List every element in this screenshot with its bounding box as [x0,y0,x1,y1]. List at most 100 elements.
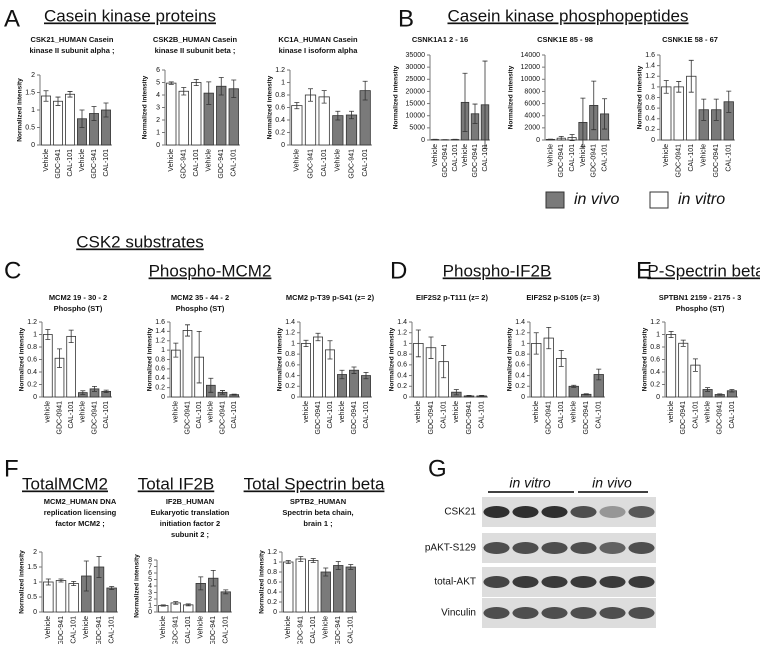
chart-title: Spectrin beta chain, [282,508,353,517]
bar [679,343,688,397]
y-tick-label: 2000 [524,125,540,132]
y-tick-label: 0.2 [285,383,295,390]
x-tick-label: GDC-941 [181,149,188,179]
blot-band [628,576,654,588]
y-axis-label: Normalized intensity [259,550,266,614]
y-tick-label: 7 [148,563,152,570]
panel-heading: Total Spectrin beta [244,474,385,493]
panel-heading: Total IF2B [138,474,215,493]
y-tick-label: 0.6 [267,579,277,586]
x-tick-label: GDC-0941 [442,144,449,178]
bar [65,94,74,145]
y-axis-label: Normalized intensity [134,554,141,618]
bar [309,561,319,613]
y-tick-label: 1 [31,107,35,114]
y-tick-label: 0.6 [515,362,525,369]
y-tick-label: 0.4 [155,375,165,382]
x-tick-label: vehicle [208,401,215,423]
y-tick-label: 1 [33,579,37,586]
y-tick-label: 4 [156,92,160,99]
y-tick-label: 1.2 [155,338,165,345]
y-tick-label: 0.2 [645,126,655,133]
bar [319,97,329,145]
y-tick-label: 30000 [406,64,426,71]
x-tick-label: vehicle [45,401,52,423]
x-tick-label: GDC-0941 [219,401,226,435]
x-tick-label: CAL-101 [231,149,238,177]
y-tick-label: 8 [148,557,152,564]
blot-band [512,576,538,588]
y-tick-label: 0 [161,394,165,401]
y-tick-label: 0.2 [515,383,525,390]
x-tick-label: CAL-101 [363,401,370,429]
y-tick-label: 0.4 [267,589,277,596]
y-tick-label: 0.2 [397,383,407,390]
bar [284,562,294,612]
x-tick-label: GDC-0941 [428,401,435,435]
chart-title: EIF2S2 p-S105 (z= 3) [526,293,600,302]
bar [183,330,192,397]
blot-band [599,607,625,619]
bar [349,370,358,397]
y-tick-label: 0.6 [155,366,165,373]
panel-heading: Phospho-IF2B [443,261,552,280]
bar [346,567,356,612]
x-tick-label: Vehicle [285,616,292,639]
blot-band [483,506,509,518]
chart-title: CSNK1E 58 - 67 [662,35,718,44]
y-tick-label: 0 [421,137,425,144]
bar [662,87,672,140]
blot-band [541,542,567,554]
x-tick-label: GDC-0941 [466,401,473,435]
y-axis-label: Normalized intensity [389,327,396,391]
x-tick-label: Vehicle [83,616,90,639]
y-axis-label: Normalized intensity [277,327,284,391]
y-tick-label: 0.6 [275,104,285,111]
y-tick-label: 0.6 [27,356,37,363]
blot-band [512,506,538,518]
chart-title: MCM2 35 - 44 - 2 [171,293,229,302]
y-tick-label: 6000 [524,100,540,107]
chart-title: SPTB2_HUMAN [290,497,346,506]
x-tick-label: vehicle [453,401,460,423]
y-tick-label: 0 [156,142,160,149]
y-tick-label: 0.6 [645,105,655,112]
x-tick-label: Vehicle [432,144,439,167]
y-tick-label: 5000 [409,125,425,132]
blot-band [483,576,509,588]
bar [321,572,331,612]
y-tick-label: 8000 [524,88,540,95]
x-tick-label: CAL-101 [310,616,317,644]
bar [221,592,231,612]
x-tick-label: GDC-0941 [472,144,479,178]
y-tick-label: 0 [291,394,295,401]
y-tick-label: 1.4 [397,319,407,326]
chart-title: kinase I isoform alpha [279,46,359,55]
blot-band [628,506,654,518]
chart-title: subunit 2 ; [171,530,209,539]
blot-band [599,542,625,554]
y-tick-label: 0.2 [155,384,165,391]
y-tick-label: 0.6 [397,362,407,369]
x-tick-label: Vehicle [294,149,301,172]
y-tick-label: 0 [31,142,35,149]
x-tick-label: GDC-0941 [676,144,683,178]
y-tick-label: 4000 [524,113,540,120]
chart-title: brain 1 ; [303,519,332,528]
y-tick-label: 3 [156,104,160,111]
y-tick-label: 20000 [406,88,426,95]
y-tick-label: 3 [148,589,152,596]
error-bar [548,139,553,140]
y-tick-label: 1 [273,559,277,566]
y-axis-label: Normalized intensity [267,75,274,139]
x-tick-label: GDC-0941 [546,401,553,435]
x-tick-label: vehicle [173,401,180,423]
y-tick-label: 1 [148,602,152,609]
x-tick-label: GDC-0941 [583,401,590,435]
x-tick-label: GDC-0941 [91,401,98,435]
bar [179,91,189,145]
y-tick-label: 2 [31,72,35,79]
y-tick-label: 0.4 [275,117,285,124]
chart-title: Phospho (ST) [176,304,225,313]
blot-label: total-AKT [434,577,476,588]
